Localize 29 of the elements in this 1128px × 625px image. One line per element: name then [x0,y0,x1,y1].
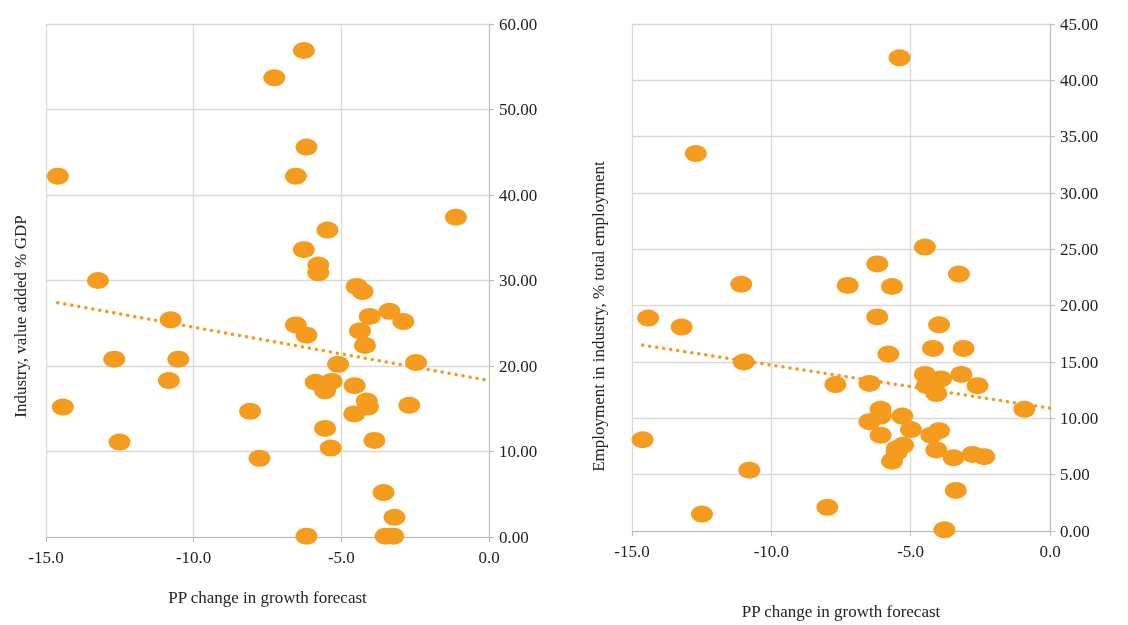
x-tick-label: -15.0 [28,548,64,567]
x-tick-label: -15.0 [614,542,650,561]
y-tick-label: 30.00 [1060,183,1099,203]
y-tick-label: 20.00 [499,356,538,376]
x-tick-label: -5.0 [327,548,355,567]
y-tick-label: 30.00 [499,271,538,290]
y-tick-label: 10.00 [1060,408,1099,428]
y-tick-label: 0.00 [499,527,529,547]
y-tick-label: 15.00 [1060,352,1099,372]
x-tick-label: -10.0 [753,542,790,561]
x-tick-label: -5.0 [897,542,925,561]
y-tick-label: 0.00 [1060,521,1090,541]
x-tick-label: -10.0 [175,548,212,567]
y-tick-label: 45.00 [1060,14,1099,34]
y-tick-label: 50.00 [499,100,538,119]
y-axis-title: Employment in industry, % total employment [589,160,608,472]
x-tick-label: 0.0 [478,548,500,567]
y-tick-label: 5.00 [1060,465,1090,485]
x-tick-label: 0.0 [1039,542,1061,561]
y-axis-title: Industry, value added % GDP [11,215,30,418]
y-tick-label: 35.00 [1060,127,1099,147]
y-tick-label: 10.00 [499,442,538,461]
x-axis-title: PP change in growth forecast [741,602,941,621]
y-tick-label: 60.00 [499,14,538,34]
y-tick-label: 40.00 [499,185,538,205]
y-tick-label: 20.00 [1060,296,1099,316]
y-tick-label: 40.00 [1060,70,1099,90]
x-axis-title: PP change in growth forecast [168,588,368,607]
y-tick-label: 25.00 [1060,239,1099,259]
